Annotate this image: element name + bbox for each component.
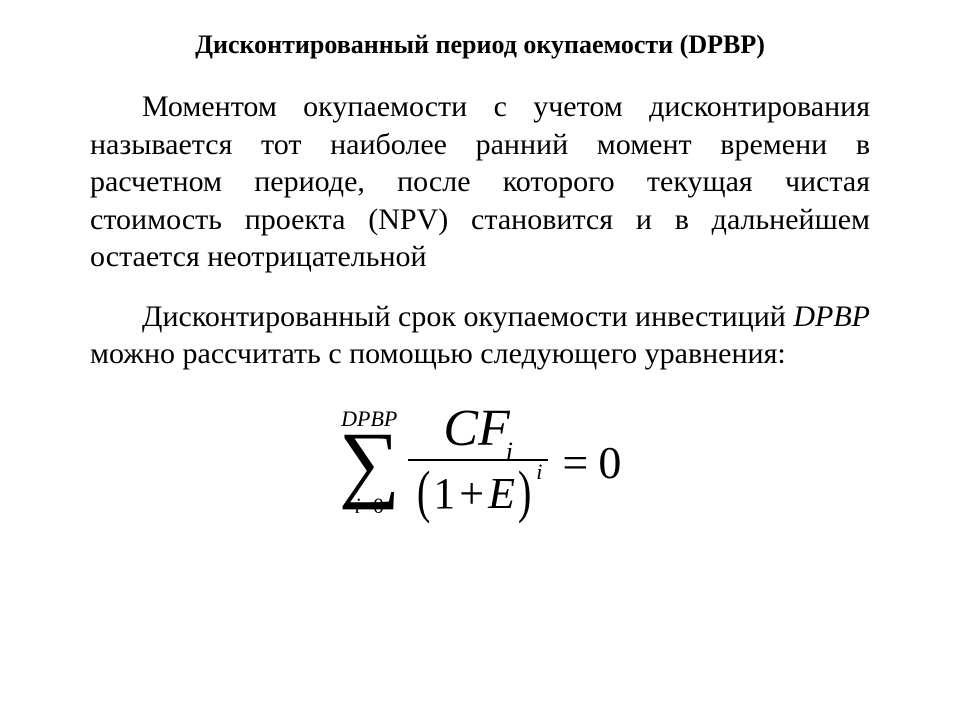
- sigma-block: DPBP ∑ i=0: [339, 408, 400, 517]
- equals-sign: =: [562, 437, 588, 488]
- sigma-symbol: ∑: [339, 426, 400, 499]
- denominator-inner: 1+E: [433, 472, 515, 516]
- formula: DPBP ∑ i=0 CF i ( 1+E ) i: [90, 403, 870, 523]
- para2-text-a: Дисконтированный срок окупаемости инвест…: [142, 300, 793, 333]
- page-title: Дисконтированный период окупаемости (DPB…: [90, 30, 870, 60]
- paren-right: ): [518, 463, 532, 521]
- para2-dpbp: DPBP: [793, 300, 870, 333]
- numerator-cf: CF: [443, 403, 509, 455]
- sigma-lower-limit: i=0: [354, 495, 384, 517]
- sigma-lower-val: 0: [373, 493, 384, 518]
- den-plus: +: [459, 469, 484, 518]
- fraction-numerator: CF i: [437, 403, 519, 455]
- paragraph-1: Моментом окупаемости с учетом дисконтиро…: [90, 88, 870, 276]
- fraction: CF i ( 1+E ) i: [408, 403, 549, 523]
- paragraph-2: Дисконтированный срок окупаемости инвест…: [90, 298, 870, 373]
- den-exponent: i: [536, 461, 542, 483]
- sigma-lower-eq: =: [361, 493, 373, 518]
- paren-left: (: [417, 463, 431, 521]
- denominator-group: ( 1+E ) i: [414, 465, 543, 523]
- para2-text-b: можно рассчитать с помощью следующего ур…: [90, 337, 786, 370]
- equation-rhs: =0: [562, 436, 621, 489]
- fraction-denominator: ( 1+E ) i: [408, 465, 549, 523]
- document-page: Дисконтированный период окупаемости (DPB…: [0, 0, 960, 720]
- den-one: 1: [433, 469, 455, 518]
- numerator-subscript: i: [506, 439, 513, 465]
- rhs-zero: 0: [598, 437, 621, 488]
- den-e: E: [488, 469, 515, 518]
